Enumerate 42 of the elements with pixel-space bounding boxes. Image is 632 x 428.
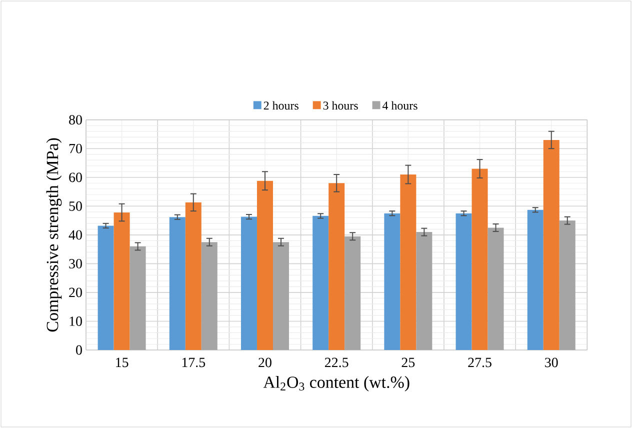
- bar: [169, 217, 186, 350]
- bar: [400, 174, 416, 350]
- bar: [98, 226, 114, 350]
- y-tick-label: 60: [69, 172, 82, 182]
- y-tick-label: 30: [69, 258, 82, 268]
- x-tick-label: 17.5: [182, 358, 206, 368]
- bar: [240, 216, 257, 350]
- y-tick-label: 0: [76, 345, 82, 355]
- y-tick-label: 80: [69, 115, 82, 125]
- x-tick-label: 25: [402, 358, 415, 368]
- y-tick-label: 70: [69, 144, 82, 154]
- y-axis-title: Compressive strength (MPa): [46, 138, 62, 332]
- x-tick-label: 27.5: [468, 358, 492, 368]
- x-axis-title: Al$_{2}$O$_{3}$ content (wt.%): [263, 376, 410, 392]
- bar: [185, 202, 202, 350]
- x-tick-label: 22.5: [324, 358, 348, 368]
- bar: [344, 236, 361, 350]
- y-tick-label: 10: [70, 316, 82, 326]
- bar: [256, 180, 273, 350]
- bar: [272, 242, 289, 350]
- legend-label: 4 hours: [382, 101, 418, 110]
- bar: [488, 228, 504, 350]
- x-tick-label: 15: [116, 358, 128, 368]
- bar: [456, 213, 472, 350]
- x-tick-label: 30: [545, 358, 558, 368]
- y-tick-label: 50: [69, 201, 82, 211]
- legend-label: 3 hours: [323, 101, 358, 110]
- bar: [130, 246, 146, 350]
- bar: [416, 232, 432, 350]
- bar: [527, 210, 544, 350]
- legend-label: 2 hours: [264, 101, 298, 110]
- y-tick-label: 20: [69, 288, 82, 298]
- bar: [328, 183, 345, 350]
- bar: [201, 242, 218, 350]
- bar: [114, 212, 130, 350]
- x-tick-label: 20: [258, 358, 272, 368]
- bar: [312, 216, 329, 350]
- y-tick-label: 40: [68, 230, 82, 240]
- bar: [559, 220, 576, 350]
- bar: [472, 168, 488, 350]
- bar: [384, 213, 400, 350]
- bar: [543, 140, 560, 350]
